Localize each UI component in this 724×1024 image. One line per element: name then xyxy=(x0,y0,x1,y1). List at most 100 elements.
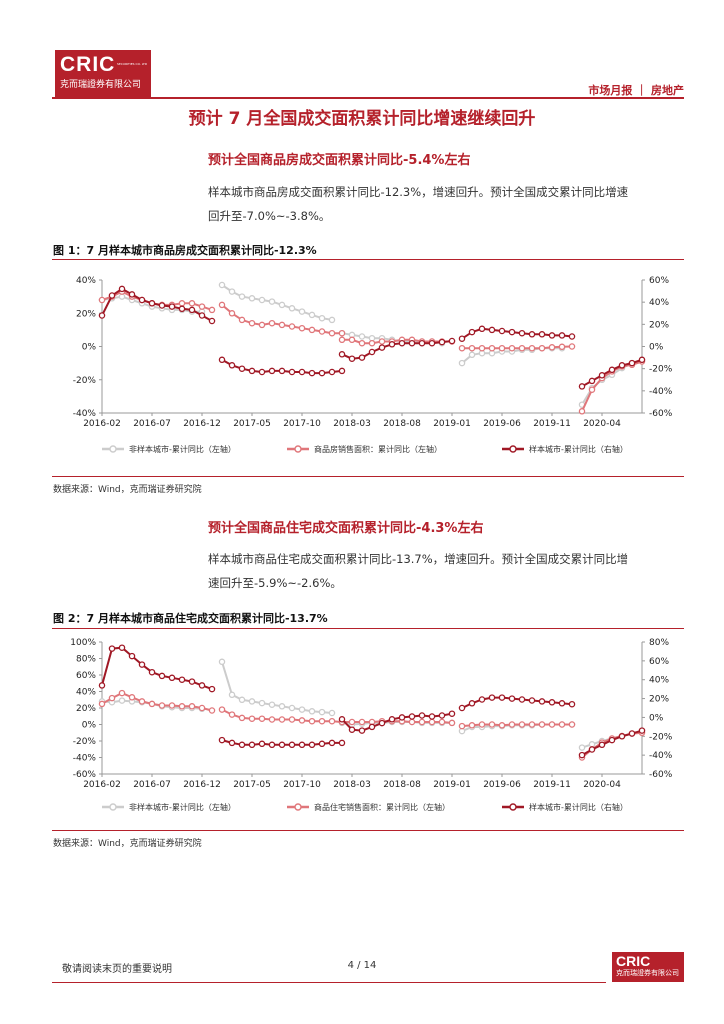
footer-logo-text: CRIC xyxy=(616,953,651,969)
x-axis-tick-label: 2017-05 xyxy=(233,419,271,429)
data-point xyxy=(238,293,246,300)
series-line xyxy=(341,340,453,360)
data-point xyxy=(238,741,246,749)
data-point xyxy=(598,372,606,379)
data-point xyxy=(508,344,516,352)
footer-logo-subtext: 克而瑞證券有限公司 xyxy=(616,969,679,977)
left-axis-tick-label: 0% xyxy=(82,721,97,731)
data-point xyxy=(98,312,106,319)
data-point xyxy=(438,338,446,346)
logo-subtext: 克而瑞證券有限公司 xyxy=(60,80,142,90)
data-point xyxy=(248,715,256,722)
left-axis-tick-label: -40% xyxy=(73,409,97,419)
x-axis-tick-label: 2019-06 xyxy=(483,780,521,790)
x-axis-tick-label: 2019-11 xyxy=(533,419,571,429)
data-point xyxy=(248,698,256,705)
figure2-bottom-divider xyxy=(52,830,684,831)
data-point xyxy=(388,716,396,723)
data-point xyxy=(478,696,486,703)
data-point xyxy=(628,730,636,737)
data-point xyxy=(528,331,536,338)
data-point xyxy=(328,329,336,337)
data-point xyxy=(298,717,306,724)
data-point xyxy=(518,721,526,728)
legend-label: 非样本城市-累计同比（左轴） xyxy=(129,444,236,454)
data-point xyxy=(198,303,206,310)
data-point xyxy=(488,344,496,352)
data-point xyxy=(388,341,396,348)
data-point xyxy=(518,696,526,703)
data-point xyxy=(418,712,426,719)
data-point xyxy=(138,698,146,705)
right-axis-tick-label: 40% xyxy=(649,676,669,686)
data-point xyxy=(298,706,306,713)
series-line xyxy=(101,646,213,691)
data-point xyxy=(568,333,576,340)
data-point xyxy=(328,739,336,747)
data-point xyxy=(368,339,376,347)
left-axis-tick-label: 60% xyxy=(76,671,96,681)
data-point xyxy=(288,305,296,312)
data-point xyxy=(258,740,266,748)
right-axis-tick-label: -40% xyxy=(649,751,672,761)
data-point xyxy=(508,721,516,728)
data-point xyxy=(478,325,486,333)
data-point xyxy=(228,362,236,369)
data-point xyxy=(618,733,626,740)
data-point xyxy=(198,312,206,319)
x-axis-tick-label: 2019-06 xyxy=(483,419,521,429)
data-point xyxy=(468,328,476,336)
data-point xyxy=(528,344,536,352)
data-point xyxy=(448,337,456,345)
data-point xyxy=(338,739,346,747)
data-point xyxy=(568,343,576,350)
data-point xyxy=(208,685,216,693)
figure2-divider xyxy=(52,628,684,629)
data-point xyxy=(528,721,536,728)
x-axis-tick-label: 2017-10 xyxy=(283,419,321,429)
data-point xyxy=(148,668,156,676)
data-point xyxy=(238,316,246,324)
data-point xyxy=(98,700,106,708)
logo-text: CRIC xyxy=(60,53,116,76)
data-point xyxy=(98,296,106,304)
legend-label: 商品住宅销售面积：累计同比（左轴） xyxy=(314,802,450,812)
data-point xyxy=(258,715,266,722)
data-point xyxy=(128,694,136,701)
data-point xyxy=(328,368,336,376)
data-point xyxy=(458,704,466,712)
data-point xyxy=(468,344,476,352)
data-point xyxy=(118,285,126,293)
data-point xyxy=(338,336,346,344)
right-axis-tick-label: 80% xyxy=(649,638,669,648)
series-line xyxy=(221,661,333,714)
figure2-label: 图 2：7 月样本城市商品住宅成交面积累计同比-13.7% xyxy=(53,612,328,625)
x-axis-tick-label: 2017-10 xyxy=(283,780,321,790)
data-point xyxy=(578,408,586,415)
data-point xyxy=(498,327,506,335)
section1-para-line2: 回升至-7.0%~-3.8%。 xyxy=(208,209,331,223)
data-point xyxy=(588,386,596,393)
data-point xyxy=(618,362,626,369)
left-axis-tick-label: 80% xyxy=(76,655,96,665)
data-point xyxy=(588,377,596,385)
right-axis-tick-label: -60% xyxy=(649,409,672,419)
data-point xyxy=(348,336,356,344)
data-point xyxy=(458,344,466,352)
data-point xyxy=(118,697,126,704)
data-point xyxy=(328,717,336,725)
data-point xyxy=(308,369,316,377)
data-point xyxy=(568,721,576,728)
data-point xyxy=(158,672,166,680)
data-point xyxy=(208,317,216,325)
data-point xyxy=(318,328,326,335)
page-number: 4 / 14 xyxy=(347,960,377,971)
data-point xyxy=(548,721,556,728)
data-point xyxy=(318,369,326,377)
data-point xyxy=(378,344,386,351)
figure2-source: 数据来源：Wind，克而瑞证券研究院 xyxy=(53,839,202,849)
data-point xyxy=(128,652,136,660)
data-point xyxy=(358,333,366,340)
data-point xyxy=(118,689,126,697)
data-point xyxy=(338,329,346,337)
